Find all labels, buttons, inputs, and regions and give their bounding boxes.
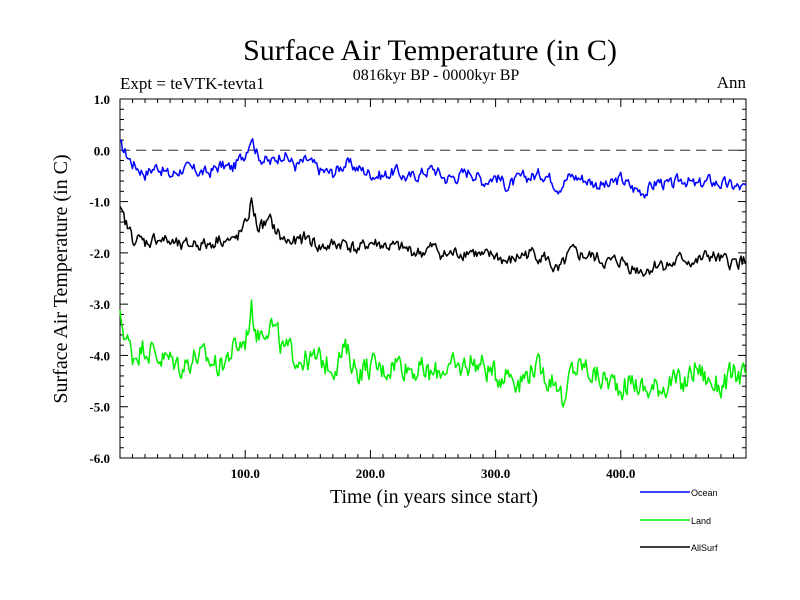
chart-title: Surface Air Temperature (in C) bbox=[243, 34, 617, 67]
time-range-subtitle: 0816kyr BP - 0000kyr BP bbox=[353, 67, 520, 84]
x-tick-label: 300.0 bbox=[481, 466, 510, 481]
x-axis-label: Time (in years since start) bbox=[330, 486, 538, 508]
legend: Ocean Land AllSurf bbox=[640, 488, 718, 553]
y-tick-label: 0.0 bbox=[94, 143, 110, 158]
x-tick-label: 200.0 bbox=[356, 466, 385, 481]
series-line-allsurf bbox=[119, 197, 747, 277]
experiment-label: Expt = teVTK-tevta1 bbox=[120, 74, 265, 93]
legend-label-allsurf: AllSurf bbox=[691, 543, 718, 553]
plot-area: 100.0 200.0 300.0 400.0 1.0 0.0 -1.0 -2.0 -3.0 -4… bbox=[89, 92, 747, 481]
plot-frame bbox=[119, 98, 747, 459]
y-tick-label: -4.0 bbox=[89, 348, 110, 363]
y-tick-label: -5.0 bbox=[89, 400, 110, 415]
x-tick-label: 100.0 bbox=[231, 466, 260, 481]
y-tick-label: 1.0 bbox=[94, 92, 110, 107]
y-tick-label: -6.0 bbox=[89, 451, 110, 466]
y-tick-label: -3.0 bbox=[89, 297, 110, 312]
y-axis-label: Surface Air Temperature (in C) bbox=[50, 154, 72, 403]
y-tick-label: -2.0 bbox=[89, 246, 110, 261]
x-tick-label: 400.0 bbox=[606, 466, 635, 481]
series-line-ocean bbox=[119, 138, 747, 199]
series-line-land bbox=[119, 299, 747, 408]
y-tick-label: -1.0 bbox=[89, 195, 110, 210]
season-label: Ann bbox=[717, 73, 747, 92]
legend-label-ocean: Ocean bbox=[691, 488, 718, 498]
legend-label-land: Land bbox=[691, 516, 711, 526]
